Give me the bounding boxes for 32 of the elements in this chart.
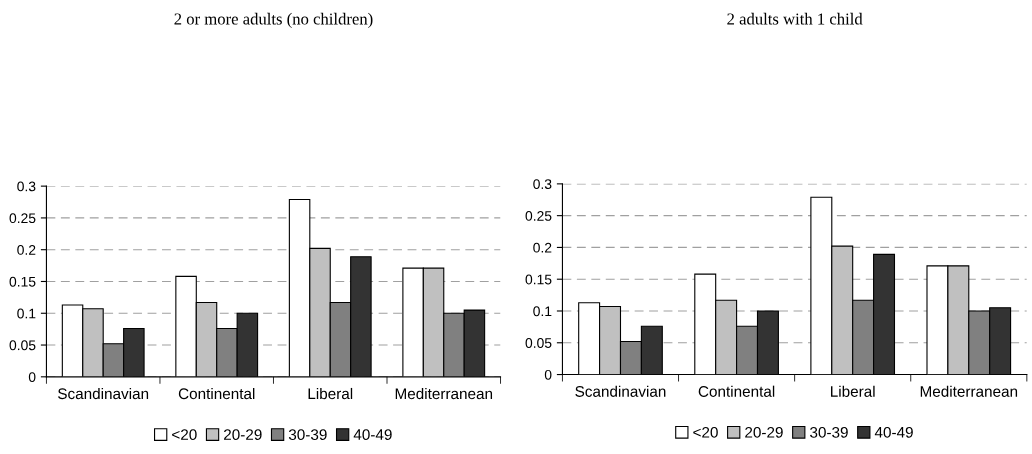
x-tick-label: Continental: [178, 387, 255, 400]
legend-label: 40-49: [874, 426, 913, 438]
chart-title: 2 or more adults (no children): [174, 12, 373, 28]
legend-label: <20: [693, 426, 718, 438]
y-tick-label: 0.3: [533, 179, 552, 190]
y-tick-label: 0.25: [525, 210, 552, 221]
y-tick-label: 0.1: [533, 306, 552, 317]
legend-label: 30-39: [288, 429, 327, 441]
y-tick-label: 0.15: [9, 276, 36, 287]
legend-label: 30-39: [810, 426, 848, 438]
y-tick-label: 0.1: [17, 308, 36, 319]
x-tick-label: Mediterranean: [920, 385, 1018, 397]
x-tick-label: Scandinavian: [575, 385, 666, 397]
y-tick-label: 0.05: [9, 340, 36, 351]
y-tick-label: 0: [28, 372, 36, 382]
legend-label: 20-29: [224, 429, 262, 441]
x-tick-label: Continental: [698, 385, 775, 397]
x-tick-label: Liberal: [831, 385, 875, 397]
legend-label: <20: [172, 429, 197, 441]
y-tick-label: 0.05: [525, 338, 552, 348]
y-tick-label: 0.2: [533, 242, 552, 253]
x-tick-label: Scandinavian: [58, 387, 149, 400]
y-tick-label: 0.25: [9, 213, 36, 224]
y-tick-label: 0.2: [17, 245, 36, 255]
y-tick-label: 0.15: [525, 274, 552, 285]
y-tick-label: 0.3: [17, 181, 36, 192]
y-tick-label: 0: [544, 369, 552, 380]
chart-title: 2 adults with 1 child: [727, 12, 863, 25]
x-tick-label: Mediterranean: [395, 387, 493, 400]
legend-label: 40-49: [353, 429, 392, 441]
legend-label: 20-29: [745, 426, 783, 438]
x-tick-label: Liberal: [308, 387, 353, 400]
